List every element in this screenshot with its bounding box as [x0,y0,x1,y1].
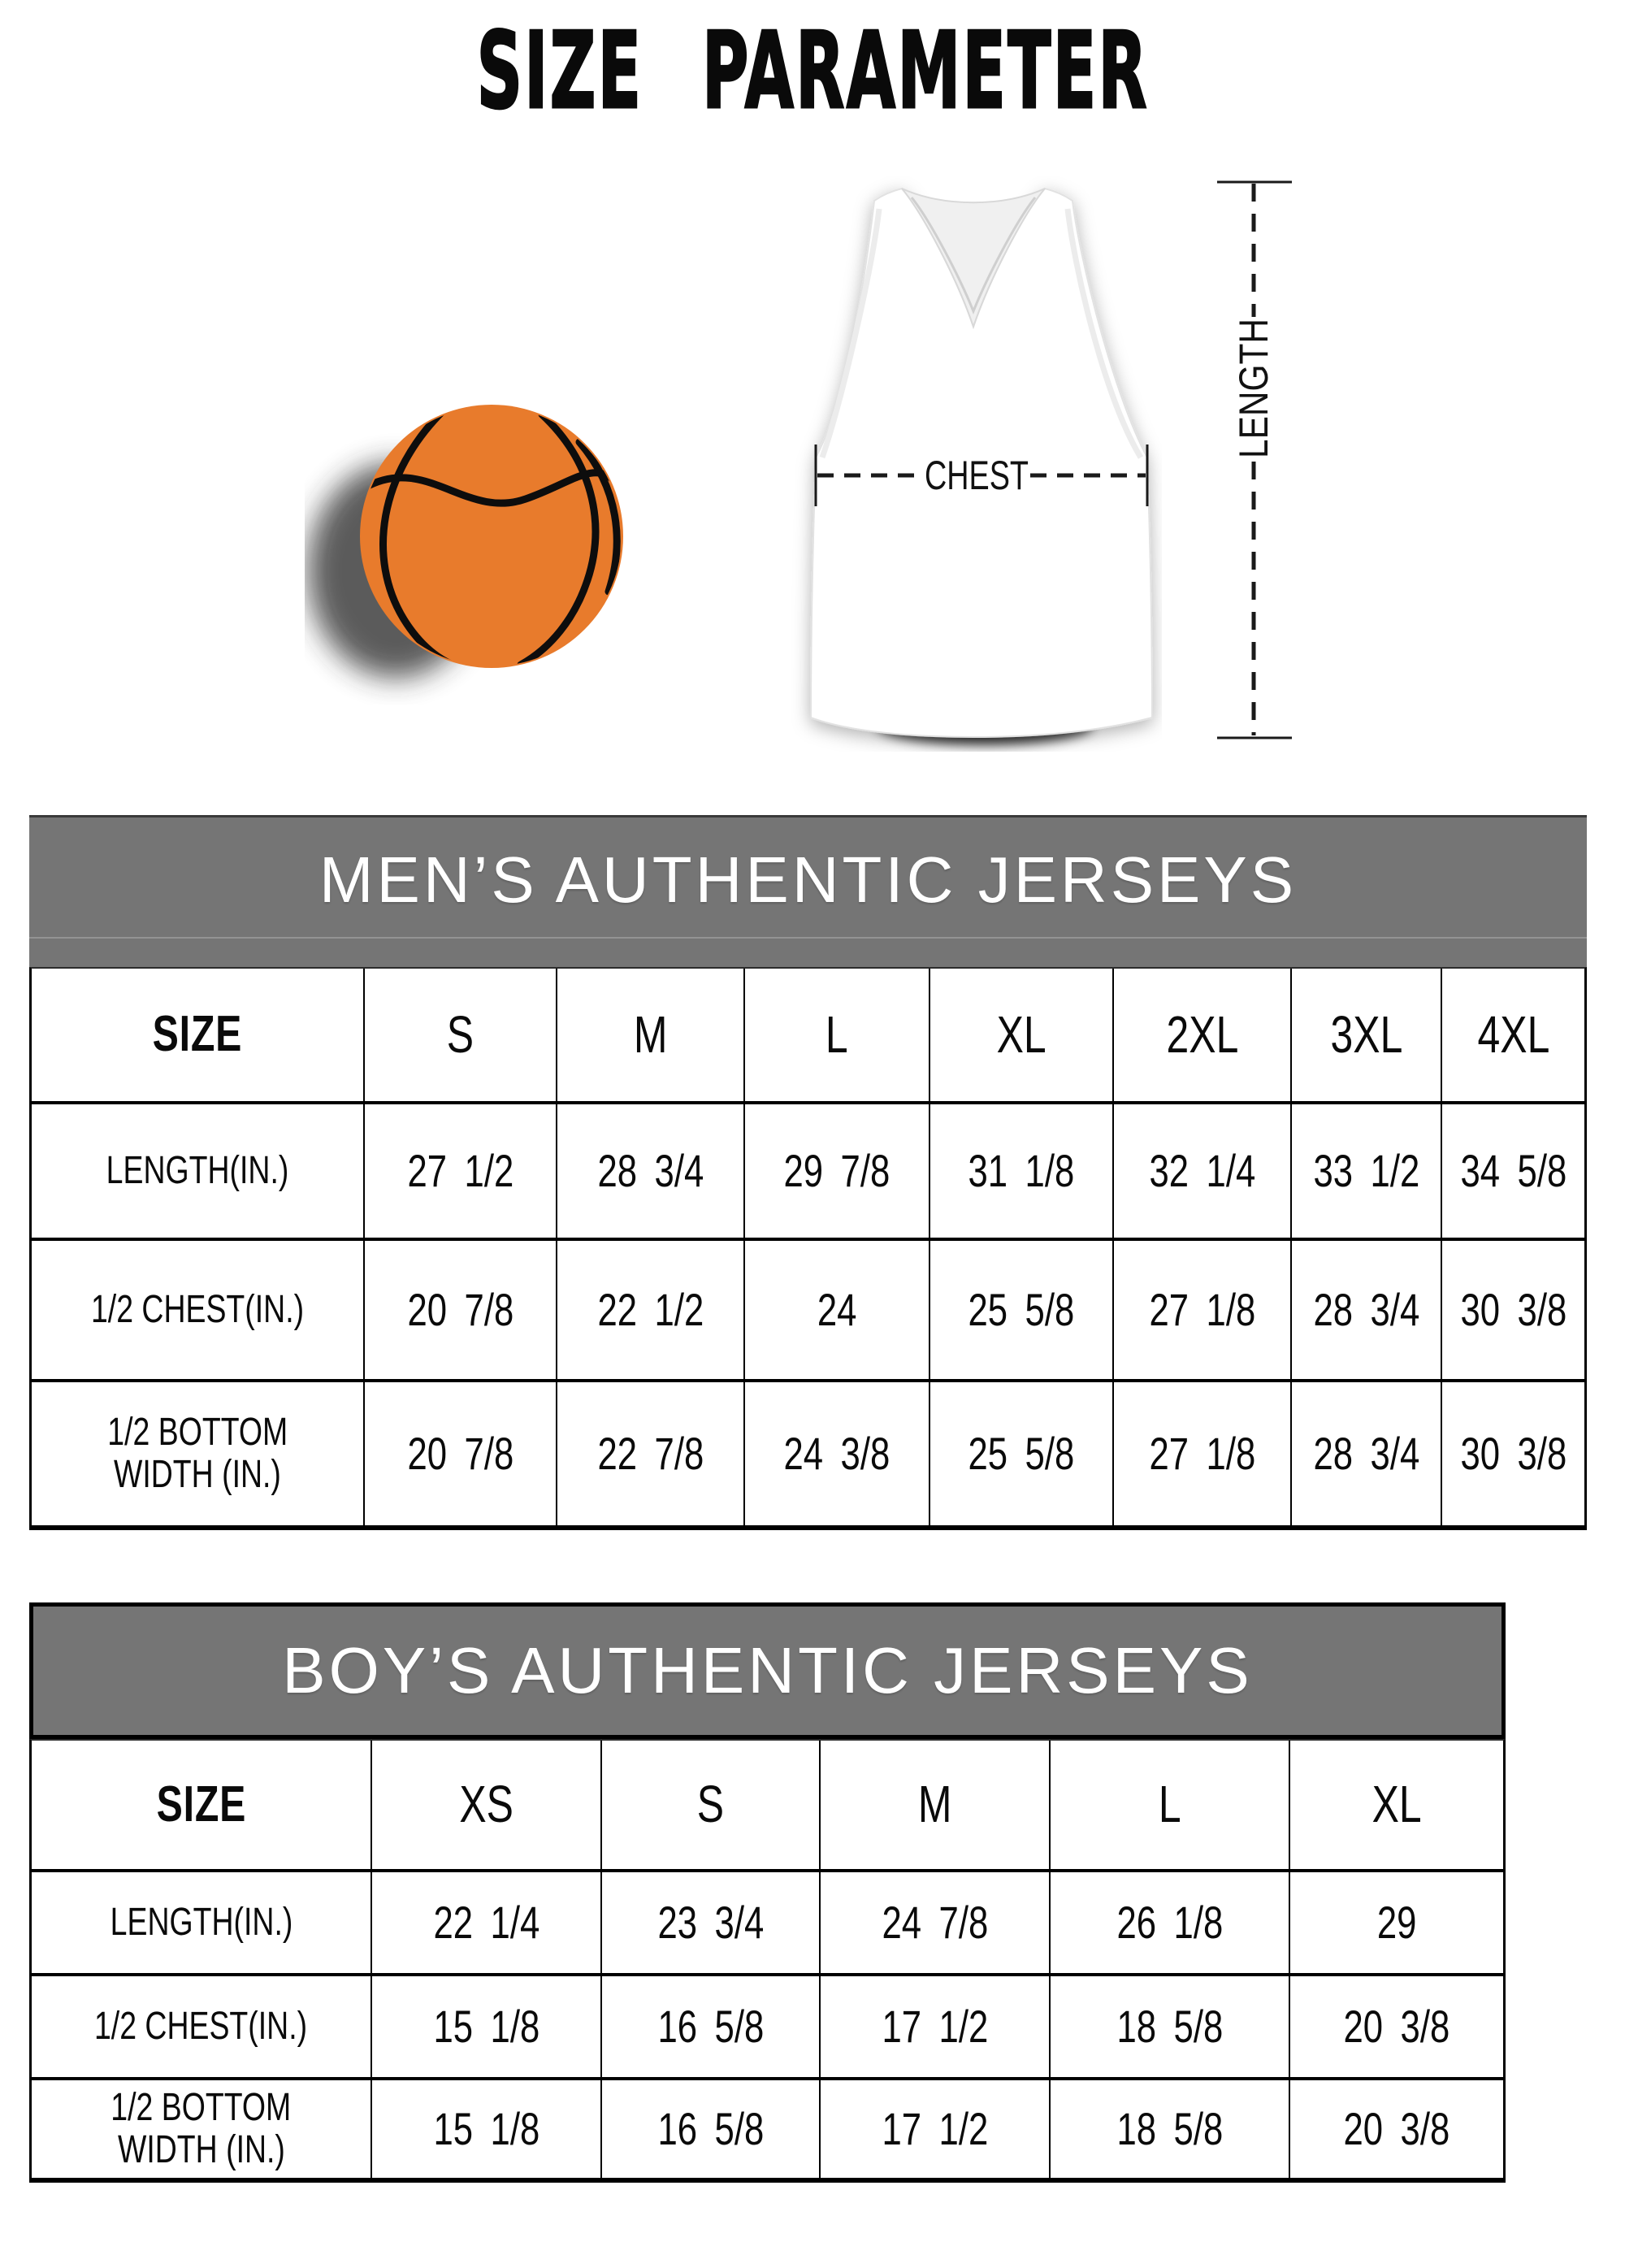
value-cell: 22 1/2 [557,1241,745,1382]
mens-table-title-band: MEN’S AUTHENTIC JERSEYS [29,815,1587,969]
value-cell: 31 1/8 [930,1104,1114,1241]
size-header-cell: L [1051,1741,1290,1872]
value-cell: 28 3/4 [1292,1241,1442,1382]
basketball-ball [360,405,623,668]
size-header-cell: XS [372,1741,602,1872]
jersey-collar-back [901,188,1046,330]
value-cell: 16 5/8 [602,2080,821,2178]
value-cell: 32 1/4 [1114,1104,1292,1241]
jersey-image: CHEST [809,187,1154,744]
value-cell: 27 1/8 [1114,1241,1292,1382]
value-cell: 20 7/8 [365,1382,557,1525]
row-label-cell: LENGTH(IN.) [32,1872,372,1976]
jersey-armhole-shade-left [819,208,882,459]
value-cell: 25 5/8 [930,1241,1114,1382]
value-cell: 20 3/8 [1290,1976,1503,2080]
value-cell: 18 5/8 [1051,1976,1290,2080]
value-cell: 29 [1290,1872,1503,1976]
value-cell: 30 3/8 [1442,1241,1584,1382]
value-cell: 20 3/8 [1343,2102,1450,2154]
value-cell: 25 5/8 [930,1382,1114,1525]
value-cell: 24 [745,1241,930,1382]
value-cell: 20 7/8 [365,1241,557,1382]
page-title: SIZE PARAMETER [0,9,1625,132]
size-header-cell: 2XL [1114,969,1292,1104]
value-cell: 22 1/4 [372,1872,602,1976]
value-cell: 16 5/8 [602,1976,821,2080]
value-cell: 18 5/8 [1051,2080,1290,2178]
size-header-cell: XL [930,969,1114,1104]
jersey-armhole-shade-right [1064,208,1143,459]
size-header-cell: M [821,1741,1051,1872]
value-cell: 24 3/8 [745,1382,930,1525]
length-dimension-line: LENGTH [1217,180,1292,739]
size-header-cell: 4XL [1442,969,1584,1104]
chest-dimension-line [814,444,1149,506]
size-header-cell: S [602,1741,821,1872]
boys-jerseys-table: SIZE XS S M L XL LENGTH(IN.) 22 1/4 23 3… [29,1739,1506,2183]
size-header-cell: L [745,969,930,1104]
page-title-text: SIZE PARAMETER [475,9,1149,132]
size-header-cell: SIZE [32,1741,372,1872]
value-cell: 34 5/8 [1442,1104,1584,1241]
value-cell: 30 3/8 [1460,1427,1566,1479]
value-cell: 27 1/2 [365,1104,557,1241]
chest-dimension-label: CHEST [925,453,1029,498]
boys-table-title-band: BOY’S AUTHENTIC JERSEYS [29,1602,1506,1739]
value-cell: 15 1/8 [372,1976,602,2080]
mens-jerseys-table: SIZE S M L XL 2XL 3XL 4XL LENGTH(IN.) 27… [29,967,1587,1530]
row-label-cell: 1/2 CHEST(IN.) [32,1976,372,2080]
value-cell: 28 3/4 [1292,1382,1442,1525]
size-header-cell: M [557,969,745,1104]
boys-table-title: BOY’S AUTHENTIC JERSEYS [282,1634,1253,1706]
mens-table-title: MEN’S AUTHENTIC JERSEYS [318,843,1298,916]
value-cell: 15 1/8 [372,2080,602,2178]
value-cell: 22 7/8 [557,1382,745,1525]
value-cell: 24 7/8 [821,1872,1051,1976]
basketball-image [308,405,623,678]
size-header-cell: S [365,969,557,1104]
size-header-cell: SIZE [32,969,365,1104]
row-label-cell: 1/2 BOTTOM WIDTH (IN.) [32,2080,372,2178]
size-header-cell: XL [1290,1741,1503,1872]
row-label-cell: LENGTH(IN.) [32,1104,365,1241]
value-cell: 26 1/8 [1051,1872,1290,1976]
value-cell: 27 1/8 [1114,1382,1292,1525]
row-label-cell: 1/2 CHEST(IN.) [32,1241,365,1382]
length-dimension-label: LENGTH [1231,319,1276,458]
value-cell: 17 1/2 [821,2080,1051,2178]
value-cell: 29 7/8 [745,1104,930,1241]
value-cell: 33 1/2 [1292,1104,1442,1241]
value-cell: 23 3/4 [602,1872,821,1976]
size-header-cell: 3XL [1292,969,1442,1104]
value-cell: 28 3/4 [557,1104,745,1241]
row-label-cell: 1/2 BOTTOM WIDTH (IN.) [32,1382,365,1525]
jersey-vneck-trim [910,197,1037,315]
value-cell: 17 1/2 [821,1976,1051,2080]
